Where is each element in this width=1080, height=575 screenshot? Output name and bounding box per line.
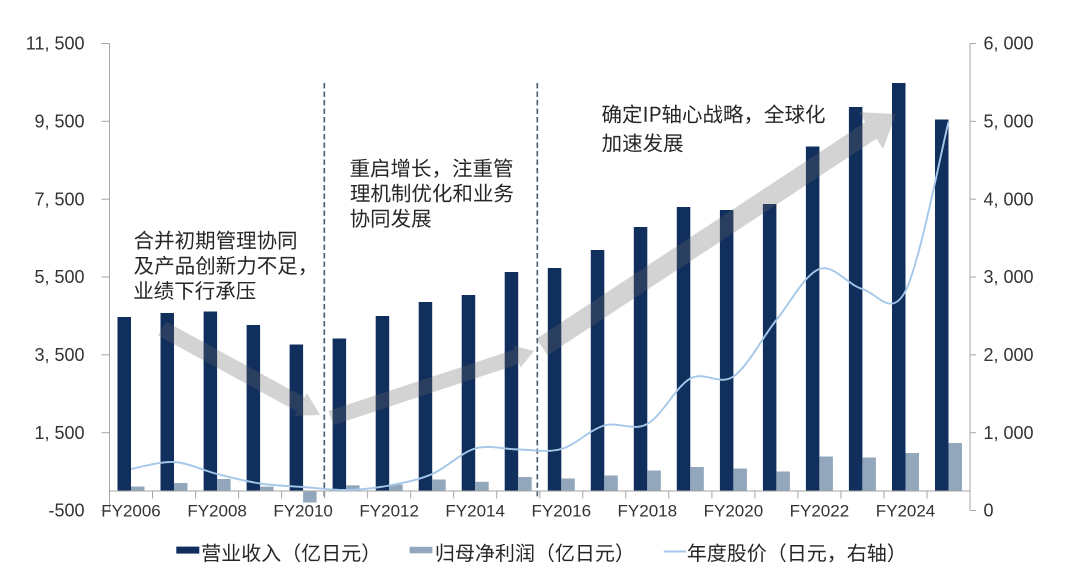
svg-text:6, 000: 6, 000 xyxy=(984,34,1034,54)
svg-text:3, 500: 3, 500 xyxy=(34,345,84,365)
svg-text:11, 500: 11, 500 xyxy=(26,34,85,54)
svg-text:FY2016: FY2016 xyxy=(532,502,592,521)
svg-text:0: 0 xyxy=(984,501,994,521)
svg-text:-500: -500 xyxy=(48,501,84,521)
svg-text:FY2020: FY2020 xyxy=(704,502,764,521)
svg-text:FY2012: FY2012 xyxy=(359,502,419,521)
svg-text:FY2024: FY2024 xyxy=(876,502,936,521)
svg-text:5, 500: 5, 500 xyxy=(34,267,84,287)
svg-text:FY2014: FY2014 xyxy=(445,502,505,521)
svg-text:2, 000: 2, 000 xyxy=(984,345,1034,365)
svg-text:4, 000: 4, 000 xyxy=(984,189,1034,209)
svg-text:1, 000: 1, 000 xyxy=(984,423,1034,443)
svg-text:FY2006: FY2006 xyxy=(101,502,161,521)
svg-text:1, 500: 1, 500 xyxy=(34,423,84,443)
svg-text:FY2010: FY2010 xyxy=(273,502,333,521)
svg-text:FY2008: FY2008 xyxy=(187,502,247,521)
svg-text:FY2022: FY2022 xyxy=(790,502,850,521)
svg-text:3, 000: 3, 000 xyxy=(984,267,1034,287)
svg-text:FY2018: FY2018 xyxy=(618,502,678,521)
svg-text:9, 500: 9, 500 xyxy=(34,112,84,132)
svg-text:7, 500: 7, 500 xyxy=(34,189,84,209)
svg-text:5, 000: 5, 000 xyxy=(984,112,1034,132)
